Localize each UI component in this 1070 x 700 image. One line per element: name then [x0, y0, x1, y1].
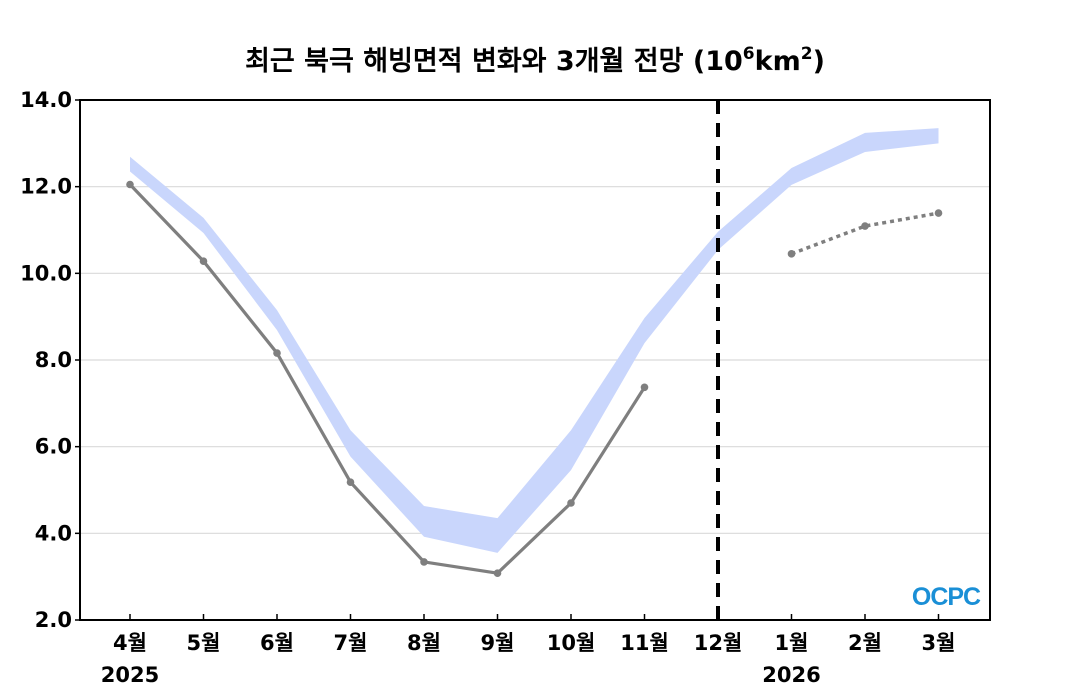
chart-title: 최근 북극 해빙면적 변화와 3개월 전망 (106km2) [245, 44, 825, 77]
y-tick-label: 6.0 [35, 435, 72, 459]
y-tick-label: 14.0 [20, 88, 72, 112]
observed-point [346, 478, 355, 487]
observed-point [273, 349, 281, 357]
x-tick-label: 3월 [922, 631, 956, 655]
forecast-point [934, 209, 943, 217]
observed-point [640, 383, 649, 392]
x-tick-label: 8월 [407, 631, 441, 655]
y-tick-label: 12.0 [20, 175, 72, 199]
y-tick-label: 8.0 [35, 348, 72, 372]
x-tick-label: 2월 [848, 631, 882, 655]
observed-point [199, 257, 208, 266]
forecast-point [787, 250, 796, 258]
y-tick-label: 4.0 [35, 521, 72, 545]
observed-point [567, 499, 575, 507]
gridlines [80, 186, 990, 534]
climatology-range-band [130, 128, 939, 553]
year-label: 2025 [101, 663, 159, 687]
x-tick-label: 4월 [113, 631, 147, 655]
observed-point [493, 569, 502, 577]
axes: 2.0 4.0 6.0 8.0 10.0 12.0 14.0 4월 5월 6월 7월 8월 9월 10월 1… [20, 88, 991, 687]
observed-line [128, 183, 646, 575]
svg-text:OCPC: OCPC [912, 583, 981, 611]
observed-point [126, 180, 134, 189]
plot-frame [79, 99, 991, 621]
x-tick-label: 1월 [775, 631, 809, 655]
observed-point [420, 558, 428, 566]
climatology-band [130, 128, 939, 553]
x-tick-label: 5월 [187, 631, 221, 655]
x-tick-label: 10월 [547, 631, 596, 655]
series-lines [126, 180, 943, 577]
x-tick-label: 9월 [481, 631, 515, 655]
forecast-point [861, 222, 869, 230]
forecast-line [790, 211, 939, 256]
y-tick-label: 10.0 [20, 261, 72, 285]
y-tick-label: 2.0 [35, 608, 72, 632]
x-tick-label: 11월 [620, 631, 669, 655]
x-tick-label: 7월 [334, 631, 368, 655]
year-label: 2026 [762, 663, 820, 687]
ocpc-logo: OCPC [912, 583, 982, 611]
x-tick-label: 6월 [260, 631, 294, 655]
x-tick-label: 12월 [694, 631, 743, 655]
